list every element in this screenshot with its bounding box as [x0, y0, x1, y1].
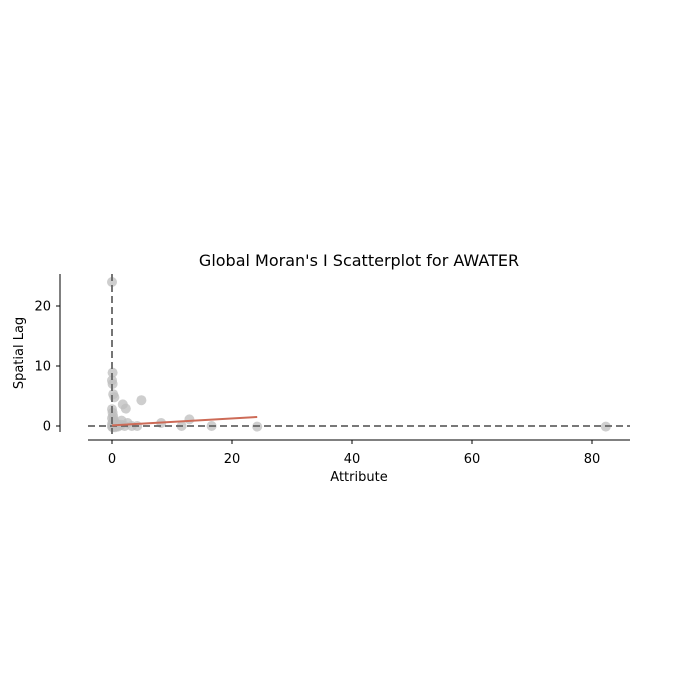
- data-point: [120, 403, 131, 414]
- x-ticks: 0 20 40 60 80: [108, 440, 600, 467]
- x-tick-label: 80: [584, 452, 601, 467]
- fit-line-layer: [111, 416, 258, 427]
- chart-title: Global Moran's I Scatterplot for AWATER: [199, 251, 519, 270]
- data-point: [136, 395, 147, 406]
- data-point: [184, 414, 195, 425]
- y-tick-label: 10: [34, 360, 51, 375]
- y-axis-label: Spatial Lag: [12, 317, 27, 389]
- x-tick-label: 40: [344, 452, 361, 467]
- points-layer: [107, 277, 611, 433]
- data-point: [107, 277, 117, 287]
- x-tick-label: 60: [464, 452, 481, 467]
- y-tick-label: 0: [43, 420, 51, 435]
- x-tick-label: 0: [108, 452, 116, 467]
- regression-fit-line: [111, 416, 258, 427]
- y-tick-label: 20: [34, 300, 51, 315]
- x-tick-label: 20: [224, 452, 241, 467]
- data-point: [107, 367, 118, 378]
- data-point: [109, 392, 120, 403]
- y-ticks: 0 10 20: [34, 300, 60, 435]
- reference-lines: [88, 274, 630, 434]
- x-axis-label: Attribute: [330, 470, 387, 485]
- data-point: [108, 418, 119, 429]
